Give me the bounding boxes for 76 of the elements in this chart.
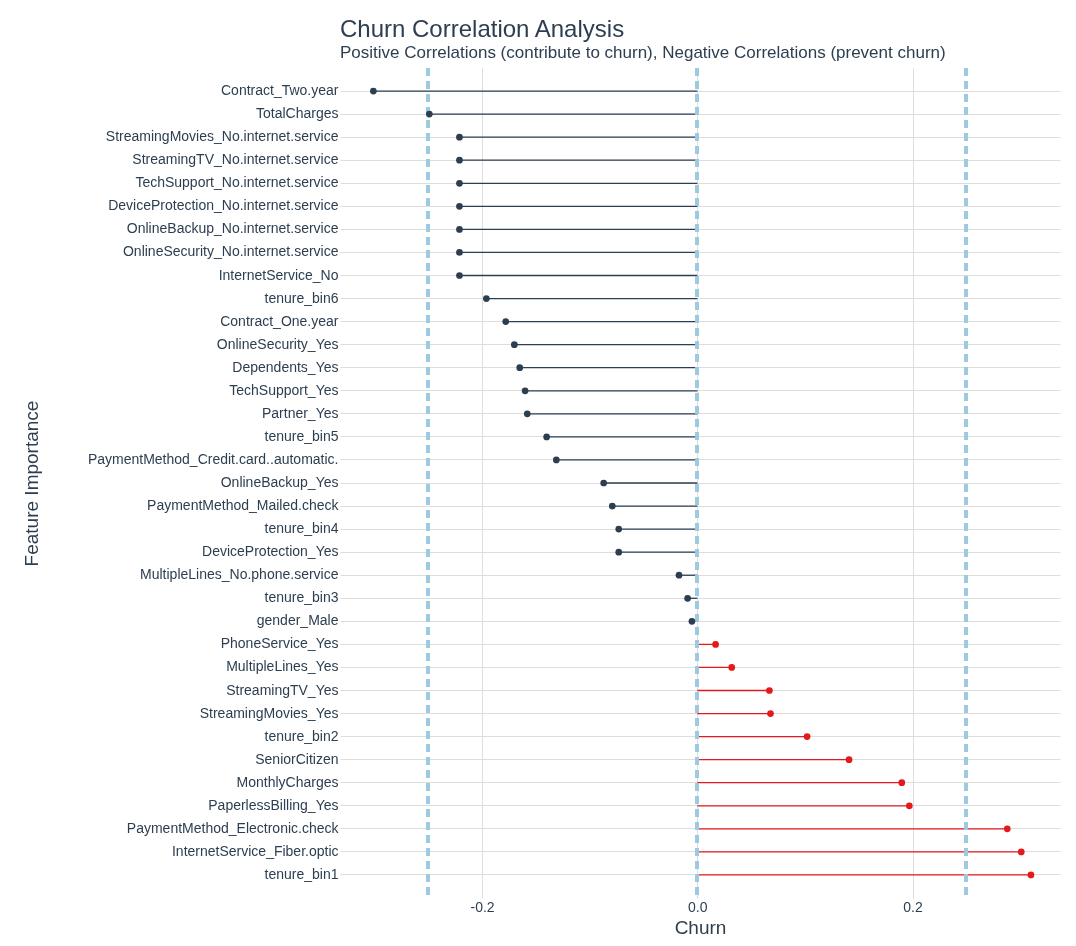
y-tick-label: PaymentMethod_Credit.card..automatic. xyxy=(87,450,339,467)
y-tick-label: Partner_Yes xyxy=(261,404,339,421)
y-tick-label: PaymentMethod_Mailed.check xyxy=(147,497,340,514)
y-tick-label: MonthlyCharges xyxy=(236,773,339,790)
y-tick-label: DeviceProtection_No.internet.service xyxy=(108,197,339,214)
point xyxy=(766,687,773,694)
point xyxy=(675,571,683,579)
point xyxy=(483,295,490,302)
point xyxy=(456,156,463,164)
y-tick-label: MultipleLines_Yes xyxy=(226,658,339,675)
point xyxy=(552,456,560,464)
y-axis-title: Feature Importance xyxy=(20,400,42,567)
point xyxy=(511,341,518,349)
y-tick-label: StreamingMovies_No.internet.service xyxy=(105,128,339,145)
point xyxy=(456,179,463,187)
point xyxy=(370,87,377,95)
y-tick-label: OnlineSecurity_Yes xyxy=(216,335,339,352)
point xyxy=(615,548,623,556)
point xyxy=(767,710,774,717)
chart-subtitle: Positive Correlations (contribute to churn), Negative Correlations (prevent churn) xyxy=(340,42,946,62)
y-tick-label: TotalCharges xyxy=(256,105,339,122)
point xyxy=(516,364,524,372)
point xyxy=(905,802,913,810)
y-tick-label: InternetService_No xyxy=(218,266,339,283)
point xyxy=(728,664,736,671)
point xyxy=(1027,871,1035,879)
y-tick-label: tenure_bin2 xyxy=(264,727,339,744)
y-tick-label: tenure_bin1 xyxy=(264,865,339,882)
point xyxy=(845,756,853,764)
y-tick-label: OnlineSecurity_No.internet.service xyxy=(122,243,339,260)
y-tick-label: MultipleLines_No.phone.service xyxy=(140,566,339,583)
point xyxy=(712,641,719,648)
x-tick-label: 0.0 xyxy=(688,898,708,915)
point xyxy=(684,594,691,602)
y-tick-label: StreamingTV_No.internet.service xyxy=(132,151,339,168)
x-tick-label: 0.2 xyxy=(903,898,923,915)
point xyxy=(803,733,811,740)
point xyxy=(1017,848,1025,856)
point xyxy=(502,318,510,325)
y-tick-label: PaperlessBilling_Yes xyxy=(208,796,339,813)
point xyxy=(456,272,463,279)
y-tick-label: gender_Male xyxy=(256,612,339,629)
point xyxy=(521,387,529,395)
point xyxy=(456,133,463,141)
y-tick-label: OnlineBackup_No.internet.service xyxy=(126,220,339,237)
point xyxy=(608,502,616,510)
y-tick-label: tenure_bin6 xyxy=(264,289,339,306)
chart-title: Churn Correlation Analysis xyxy=(340,14,625,42)
point xyxy=(456,249,463,256)
point xyxy=(898,779,906,787)
point xyxy=(543,433,550,441)
y-tick-label: PaymentMethod_Electronic.check xyxy=(126,819,340,836)
y-tick-label: Contract_One.year xyxy=(220,312,339,329)
y-tick-label: StreamingMovies_Yes xyxy=(199,704,339,721)
point xyxy=(615,525,623,533)
point xyxy=(1003,825,1011,833)
point xyxy=(456,202,463,210)
x-tick-label: -0.2 xyxy=(470,898,495,915)
y-tick-label: StreamingTV_Yes xyxy=(226,681,339,698)
x-axis-title: Churn xyxy=(674,916,727,938)
y-tick-label: DeviceProtection_Yes xyxy=(202,543,339,560)
point xyxy=(600,479,608,487)
y-tick-label: SeniorCitizen xyxy=(255,750,339,767)
y-tick-label: Contract_Two.year xyxy=(221,82,339,99)
point xyxy=(523,410,531,418)
point xyxy=(425,110,433,118)
y-tick-label: tenure_bin3 xyxy=(264,589,339,606)
y-tick-label: tenure_bin5 xyxy=(264,427,339,444)
y-tick-label: OnlineBackup_Yes xyxy=(220,474,339,490)
y-tick-label: TechSupport_Yes xyxy=(229,381,339,398)
y-tick-label: InternetService_Fiber.optic xyxy=(171,842,339,859)
y-tick-label: PhoneService_Yes xyxy=(220,635,339,652)
y-tick-label: TechSupport_No.internet.service xyxy=(135,174,339,191)
point xyxy=(456,226,463,233)
y-tick-label: Dependents_Yes xyxy=(232,358,339,375)
y-tick-label: tenure_bin4 xyxy=(264,520,339,537)
